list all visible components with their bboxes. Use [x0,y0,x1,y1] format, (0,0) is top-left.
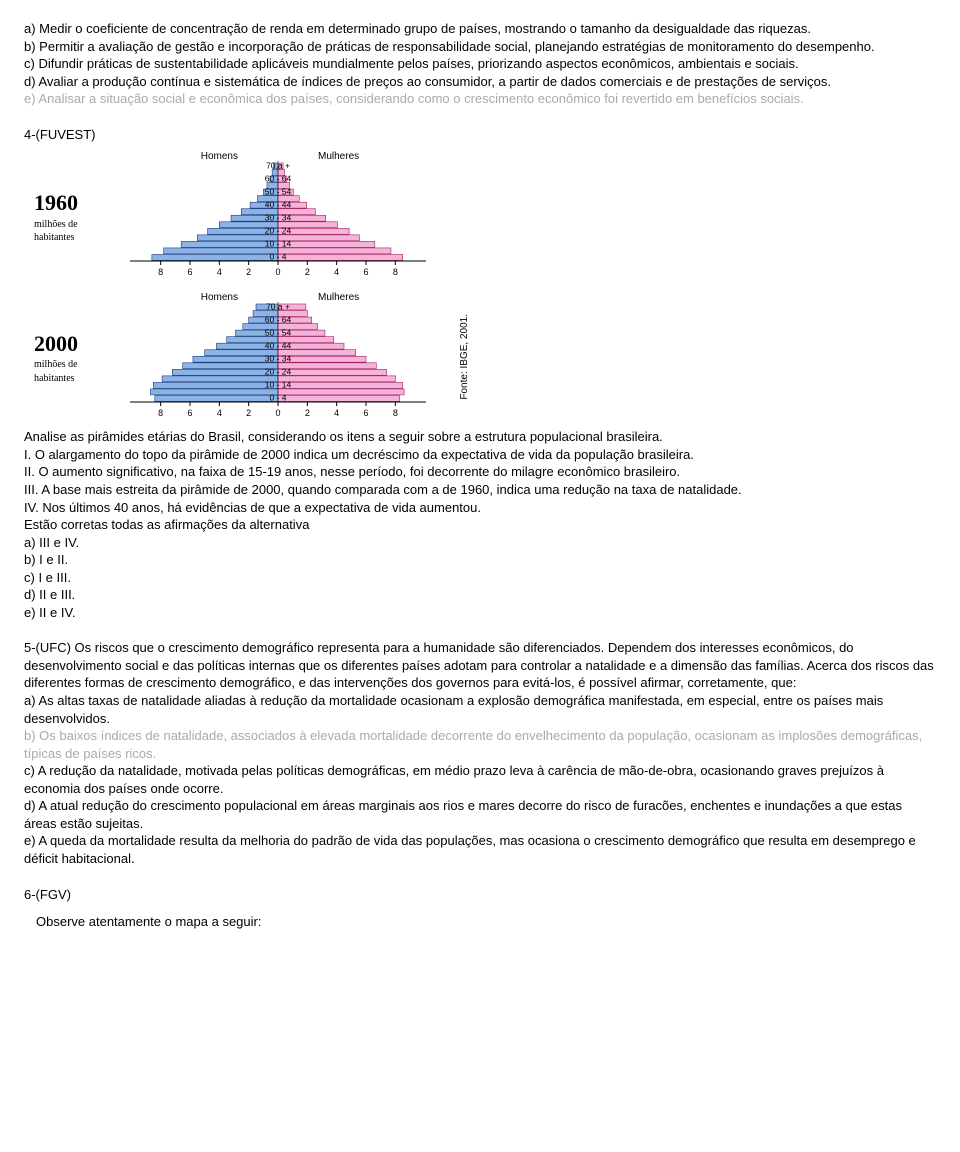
pyramid-1960: 1960milhões dehabitantes 8 6 4 2 0 2 4 6 8 70 a + 6… [34,149,936,284]
q5-opt-e: e) A queda da mortalidade resulta da mel… [24,832,936,867]
pyramid-units-label: milhões dehabitantes [34,358,104,385]
svg-text:40 - 44: 40 - 44 [265,340,292,350]
svg-text:60 - 64: 60 - 64 [265,174,292,184]
svg-text:8: 8 [158,408,163,418]
pyramid-chart-svg: 8 6 4 2 0 2 4 6 8 70 a + 60 - 64 50 - 54 40 - 44 30 -… [118,290,438,425]
q3-options: a) Medir o coeficiente de concentração d… [24,20,936,108]
svg-text:20 - 24: 20 - 24 [265,226,292,236]
svg-text:8: 8 [158,267,163,277]
q4-heading: 4-(FUVEST) [24,126,936,144]
q3-opt-d: d) Avaliar a produção contínua e sistemá… [24,73,936,91]
q4-prompt: Estão corretas todas as afirmações da al… [24,516,936,534]
pyramid-year-label: 1960milhões dehabitantes [34,188,104,245]
svg-text:60 - 64: 60 - 64 [265,314,292,324]
svg-text:6: 6 [363,408,368,418]
q3-opt-c: c) Difundir práticas de sustentabilidade… [24,55,936,73]
svg-text:8: 8 [393,408,398,418]
svg-text:Homens: Homens [201,292,238,303]
pyramid-year-label: 2000milhões dehabitantes [34,329,104,386]
svg-text:40 - 44: 40 - 44 [265,200,292,210]
svg-text:2: 2 [305,267,310,277]
q4-item-iv: IV. Nos últimos 40 anos, há evidências d… [24,499,936,517]
pyramid-source-label: Fonte: IBGE, 2001. [458,314,472,400]
q5-stem: 5-(UFC) Os riscos que o crescimento demo… [24,639,936,692]
q4-item-iii: III. A base mais estreita da pirâmide de… [24,481,936,499]
q4-block: 4-(FUVEST) 1960milhões dehabitantes86420… [24,126,936,622]
svg-text:0: 0 [275,408,280,418]
q4-stem: Analise as pirâmides etárias do Brasil, … [24,428,936,446]
q5-opt-c: c) A redução da natalidade, motivada pel… [24,762,936,797]
svg-text:2: 2 [246,267,251,277]
q5-opt-a: a) As altas taxas de natalidade aliadas … [24,692,936,727]
q4-pyramid-charts: 1960milhões dehabitantes 8 6 4 2 0 2 4 6 8 70 a + 6… [24,149,936,424]
svg-text:4: 4 [334,267,339,277]
svg-text:4: 4 [334,408,339,418]
q6-block: 6-(FGV) Observe atentamente o mapa a seg… [24,886,936,931]
q5-block: 5-(UFC) Os riscos que o crescimento demo… [24,639,936,867]
q4-opt-c: c) I e III. [24,569,936,587]
svg-text:4: 4 [217,267,222,277]
svg-text:Mulheres: Mulheres [318,151,359,162]
q3-opt-b: b) Permitir a avaliação de gestão e inco… [24,38,936,56]
svg-text:0 - 4: 0 - 4 [269,252,286,262]
svg-text:0: 0 [275,267,280,277]
q3-opt-a: a) Medir o coeficiente de concentração d… [24,20,936,38]
svg-text:Homens: Homens [201,151,238,162]
svg-text:10 - 14: 10 - 14 [265,239,292,249]
svg-text:Mulheres: Mulheres [318,292,359,303]
q4-item-ii: II. O aumento significativo, na faixa de… [24,463,936,481]
svg-text:2: 2 [246,408,251,418]
q5-opt-d: d) A atual redução do crescimento popula… [24,797,936,832]
svg-text:50 - 54: 50 - 54 [265,327,292,337]
svg-text:30 - 34: 30 - 34 [265,213,292,223]
pyramid-2000: 2000milhões dehabitantes 8 6 4 2 0 2 4 6 8 70 a + 6… [34,290,936,425]
svg-text:30 - 34: 30 - 34 [265,353,292,363]
svg-text:0 - 4: 0 - 4 [269,393,286,403]
q4-opt-e: e) II e IV. [24,604,936,622]
svg-text:20 - 24: 20 - 24 [265,366,292,376]
svg-text:50 - 54: 50 - 54 [265,187,292,197]
svg-text:6: 6 [187,408,192,418]
q3-opt-e: e) Analisar a situação social e econômic… [24,90,936,108]
svg-text:6: 6 [363,267,368,277]
q6-prompt: Observe atentamente o mapa a seguir: [36,913,936,931]
svg-text:6: 6 [187,267,192,277]
q4-opt-a: a) III e IV. [24,534,936,552]
pyramid-chart-svg: 8 6 4 2 0 2 4 6 8 70 a + 60 - 64 50 - 54 40 - 44 30 -… [118,149,438,284]
pyramid-units-label: milhões dehabitantes [34,218,104,245]
q5-opt-b: b) Os baixos índices de natalidade, asso… [24,727,936,762]
q4-opt-d: d) II e III. [24,586,936,604]
q4-item-i: I. O alargamento do topo da pirâmide de … [24,446,936,464]
svg-text:4: 4 [217,408,222,418]
q4-opt-b: b) I e II. [24,551,936,569]
svg-text:70 a +: 70 a + [266,161,290,171]
svg-text:70 a +: 70 a + [266,301,290,311]
svg-text:8: 8 [393,267,398,277]
svg-text:2: 2 [305,408,310,418]
svg-text:10 - 14: 10 - 14 [265,379,292,389]
q6-heading: 6-(FGV) [24,886,936,904]
